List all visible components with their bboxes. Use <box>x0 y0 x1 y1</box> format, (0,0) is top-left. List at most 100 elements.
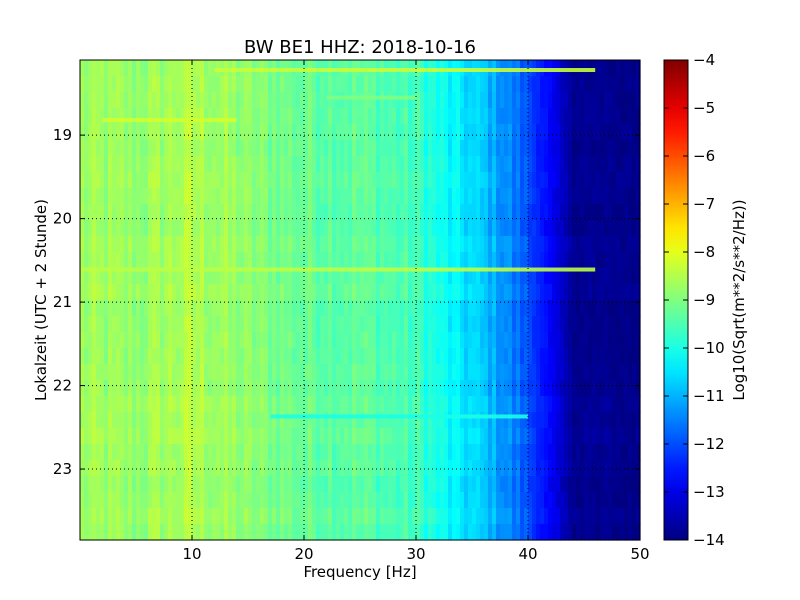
heatmap-cell <box>264 300 269 317</box>
heatmap-cell <box>524 76 529 93</box>
heatmap-cell <box>472 236 477 253</box>
heatmap-cell <box>80 124 85 141</box>
heatmap-cell <box>444 236 449 253</box>
heatmap-cell <box>100 348 105 365</box>
heatmap-cell <box>384 220 389 237</box>
heatmap-cell <box>488 508 493 525</box>
heatmap-cell <box>320 412 325 429</box>
heatmap-cell <box>144 348 149 365</box>
heatmap-cell <box>220 124 225 141</box>
heatmap-cell <box>280 140 285 157</box>
heatmap-cell <box>620 444 625 461</box>
heatmap-cell <box>548 508 553 525</box>
heatmap-cell <box>476 140 481 157</box>
heatmap-cell <box>100 508 105 525</box>
heatmap-cell <box>308 76 313 93</box>
heatmap-cell <box>92 300 97 317</box>
heatmap-cell <box>344 364 349 381</box>
heatmap-cell <box>240 284 245 301</box>
heatmap-cell <box>456 508 461 525</box>
heatmap-cell <box>176 508 181 525</box>
heatmap-cell <box>224 156 229 173</box>
heatmap-cell <box>300 92 305 109</box>
heatmap-cell <box>628 348 633 365</box>
heatmap-cell <box>416 412 421 429</box>
heatmap-cell <box>288 108 293 125</box>
heatmap-cell <box>188 300 193 317</box>
heatmap-cell <box>440 252 445 269</box>
heatmap-cell <box>384 412 389 429</box>
heatmap-cell <box>488 204 493 221</box>
heatmap-cell <box>516 428 521 445</box>
heatmap-cell <box>632 76 637 93</box>
heatmap-cell <box>232 124 237 141</box>
heatmap-cell <box>184 508 189 525</box>
heatmap-cell <box>416 204 421 221</box>
heatmap-cell <box>224 252 229 269</box>
heatmap-cell <box>396 316 401 333</box>
heatmap-cell <box>152 300 157 317</box>
heatmap-cell <box>80 476 85 493</box>
heatmap-cell <box>332 444 337 461</box>
heatmap-cell <box>364 204 369 221</box>
heatmap-cell <box>200 124 205 141</box>
heatmap-cell <box>80 492 85 509</box>
heatmap-cell <box>572 348 577 365</box>
heatmap-cell <box>476 300 481 317</box>
heatmap-cell <box>488 220 493 237</box>
heatmap-cell <box>400 284 405 301</box>
heatmap-cell <box>412 236 417 253</box>
heatmap-cell <box>316 332 321 349</box>
heatmap-cell <box>128 220 133 237</box>
heatmap-cell <box>140 364 145 381</box>
heatmap-cell <box>488 140 493 157</box>
heatmap-cell <box>524 140 529 157</box>
heatmap-cell <box>100 156 105 173</box>
heatmap-cell <box>356 108 361 125</box>
heatmap-cell <box>500 444 505 461</box>
heatmap-cell <box>124 140 129 157</box>
heatmap-cell <box>388 460 393 477</box>
heatmap-cell <box>268 428 273 445</box>
heatmap-cell <box>552 108 557 125</box>
heatmap-cell <box>404 476 409 493</box>
heatmap-cell <box>316 156 321 173</box>
heatmap-cell <box>500 428 505 445</box>
heatmap-cell <box>468 236 473 253</box>
heatmap-cell <box>208 204 213 221</box>
heatmap-cell <box>268 364 273 381</box>
heatmap-cell <box>600 476 605 493</box>
heatmap-cell <box>320 316 325 333</box>
heatmap-cell <box>636 412 641 429</box>
heatmap-cell <box>84 364 89 381</box>
heatmap-cell <box>568 460 573 477</box>
heatmap-cell <box>156 108 161 125</box>
heatmap-cell <box>340 380 345 397</box>
heatmap-cell <box>192 108 197 125</box>
heatmap-cell <box>344 316 349 333</box>
heatmap-cell <box>108 524 113 541</box>
heatmap-cell <box>380 300 385 317</box>
heatmap-cell <box>172 476 177 493</box>
heatmap-cell <box>92 268 97 285</box>
heatmap-cell <box>608 460 613 477</box>
heatmap-cell <box>112 60 117 77</box>
heatmap-cell <box>544 268 549 285</box>
heatmap-cell <box>576 124 581 141</box>
heatmap-cell <box>472 364 477 381</box>
heatmap-cell <box>436 316 441 333</box>
heatmap-cell <box>328 380 333 397</box>
heatmap-cell <box>400 380 405 397</box>
heatmap-cell <box>480 460 485 477</box>
heatmap-cell <box>288 76 293 93</box>
heatmap-cell <box>140 332 145 349</box>
heatmap-cell <box>232 492 237 509</box>
heatmap-cell <box>412 364 417 381</box>
heatmap-cell <box>328 396 333 413</box>
heatmap-cell <box>216 204 221 221</box>
heatmap-cell <box>364 412 369 429</box>
heatmap-cell <box>228 316 233 333</box>
heatmap-cell <box>612 524 617 541</box>
heatmap-cell <box>300 524 305 541</box>
heatmap-cell <box>476 172 481 189</box>
